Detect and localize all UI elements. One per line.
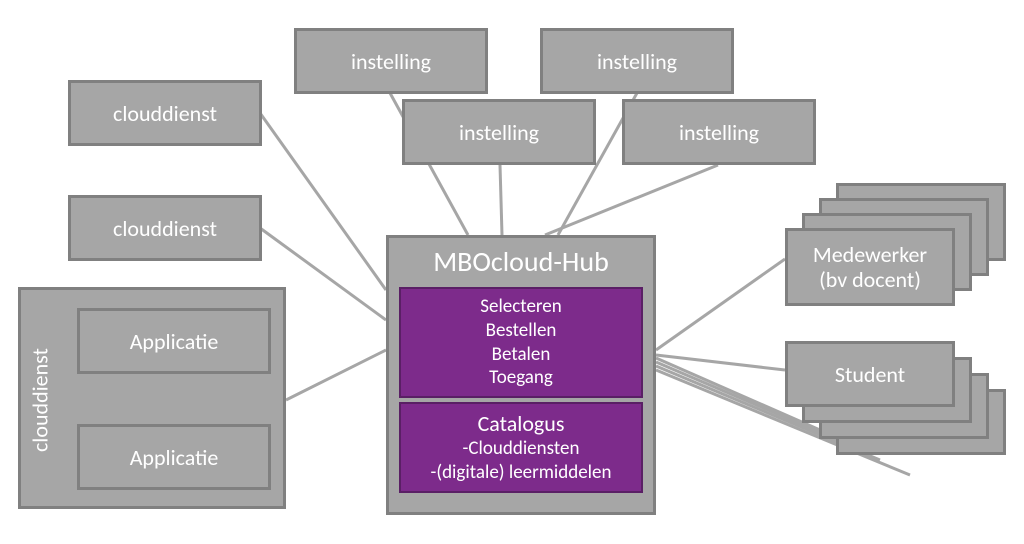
hub-function-2: Bestellen [405,319,637,343]
hub-function-1: Selecteren [405,295,637,319]
instelling-label-3: instelling [459,119,539,146]
clouddienst-container-label: clouddienst [23,300,57,500]
clouddienst-container: clouddienst Applicatie Applicatie [18,287,286,509]
applicatie-label-2: Applicatie [130,444,219,471]
clouddienst-box-2: clouddienst [68,195,262,261]
applicatie-box-2: Applicatie [77,424,271,490]
catalogus-title: Catalogus [405,410,637,437]
student-box: Student [785,341,955,407]
instelling-label-4: instelling [679,119,759,146]
hub-function-4: Toegang [405,366,637,390]
hub-title: MBOcloud-Hub [389,238,653,283]
clouddienst-label-1: clouddienst [113,100,217,127]
instelling-box-4: instelling [622,99,816,165]
clouddienst-box-1: clouddienst [68,80,262,146]
instelling-label-2: instelling [597,48,677,75]
clouddienst-label-2: clouddienst [113,215,217,242]
instelling-box-2: instelling [540,28,734,94]
hub-catalogus-box: Catalogus -Clouddiensten -(digitale) lee… [399,402,643,493]
applicatie-box-1: Applicatie [77,308,271,374]
hub-box: MBOcloud-Hub Selecteren Bestellen Betale… [386,235,656,515]
student-label: Student [835,361,905,388]
instelling-label-1: instelling [351,48,431,75]
hub-functions-box: Selecteren Bestellen Betalen Toegang [399,287,643,398]
medewerker-box: Medewerker (bv docent) [785,228,955,306]
medewerker-label-2: (bv docent) [819,267,921,292]
hub-function-3: Betalen [405,343,637,367]
catalogus-line-1: -Clouddiensten [405,437,637,461]
catalogus-line-2: -(digitale) leermiddelen [405,461,637,485]
instelling-box-3: instelling [402,99,596,165]
instelling-box-1: instelling [294,28,488,94]
applicatie-label-1: Applicatie [130,328,219,355]
medewerker-label-1: Medewerker [813,242,927,267]
